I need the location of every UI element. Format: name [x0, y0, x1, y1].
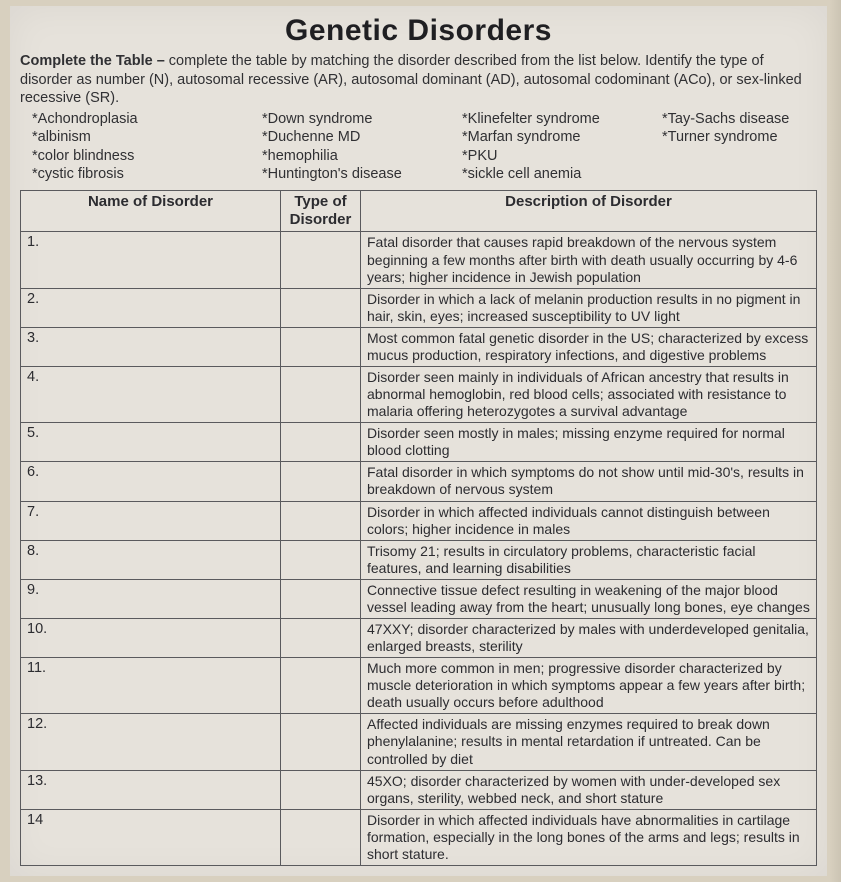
- description-cell: Fatal disorder in which symptoms do not …: [361, 462, 817, 501]
- description-cell: Much more common in men; progressive dis…: [361, 658, 817, 714]
- table-row: 3. Most common fatal genetic disorder in …: [21, 327, 817, 366]
- worksheet-sheet: { "title": "Genetic Disorders", "instruc…: [10, 6, 827, 876]
- type-cell[interactable]: [281, 327, 361, 366]
- word-bank-item: *color blindness: [32, 147, 254, 166]
- word-bank-col: *Tay-Sachs disease *Turner syndrome: [662, 110, 817, 184]
- description-cell: Affected individuals are missing enzymes…: [361, 714, 817, 770]
- type-cell[interactable]: [281, 423, 361, 462]
- description-cell: Connective tissue defect resulting in we…: [361, 579, 817, 618]
- word-bank-item: *Tay-Sachs disease: [662, 110, 809, 129]
- type-cell[interactable]: [281, 770, 361, 809]
- type-cell[interactable]: [281, 501, 361, 540]
- row-number: 2.: [21, 288, 281, 327]
- description-cell: 47XXY; disorder characterized by males w…: [361, 618, 817, 657]
- col-header-name: Name of Disorder: [21, 190, 281, 232]
- description-cell: Disorder in which a lack of melanin prod…: [361, 288, 817, 327]
- word-bank-item: *Huntington's disease: [262, 165, 454, 184]
- row-number: 7.: [21, 501, 281, 540]
- row-number: 11.: [21, 658, 281, 714]
- row-number: 4.: [21, 366, 281, 422]
- word-bank-item: *Achondroplasia: [32, 110, 254, 129]
- table-row: 10. 47XXY; disorder characterized by male…: [21, 618, 817, 657]
- table-row: 12. Affected individuals are missing enzy…: [21, 714, 817, 770]
- type-cell[interactable]: [281, 462, 361, 501]
- word-bank-item: *cystic fibrosis: [32, 165, 254, 184]
- table-row: 2. Disorder in which a lack of melanin pr…: [21, 288, 817, 327]
- row-number: 14: [21, 809, 281, 865]
- row-number: 8.: [21, 540, 281, 579]
- type-cell[interactable]: [281, 540, 361, 579]
- type-cell[interactable]: [281, 809, 361, 865]
- table-row: 14 Disorder in which affected individuals…: [21, 809, 817, 865]
- table-row: 5. Disorder seen mostly in males; missing…: [21, 423, 817, 462]
- description-cell: Most common fatal genetic disorder in th…: [361, 327, 817, 366]
- word-bank-item: *Turner syndrome: [662, 128, 809, 147]
- type-cell[interactable]: [281, 658, 361, 714]
- description-cell: Disorder in which affected individuals c…: [361, 501, 817, 540]
- word-bank-item: *albinism: [32, 128, 254, 147]
- word-bank-col: *Down syndrome *Duchenne MD *hemophilia …: [262, 110, 462, 184]
- type-cell[interactable]: [281, 232, 361, 288]
- disorders-table: Name of Disorder Type of Disorder Descri…: [20, 190, 817, 866]
- row-number: 6.: [21, 462, 281, 501]
- page-title: Genetic Disorders: [20, 14, 817, 48]
- type-cell[interactable]: [281, 579, 361, 618]
- type-cell[interactable]: [281, 714, 361, 770]
- row-number: 13.: [21, 770, 281, 809]
- word-bank-item: *Marfan syndrome: [462, 128, 654, 147]
- row-number: 3.: [21, 327, 281, 366]
- word-bank-item: *Duchenne MD: [262, 128, 454, 147]
- word-bank-item: *hemophilia: [262, 147, 454, 166]
- row-number: 1.: [21, 232, 281, 288]
- type-cell[interactable]: [281, 618, 361, 657]
- word-bank-item: *sickle cell anemia: [462, 165, 654, 184]
- description-cell: Fatal disorder that causes rapid breakdo…: [361, 232, 817, 288]
- word-bank-col: *Achondroplasia *albinism *color blindne…: [32, 110, 262, 184]
- type-cell[interactable]: [281, 366, 361, 422]
- row-number: 9.: [21, 579, 281, 618]
- type-cell[interactable]: [281, 288, 361, 327]
- table-row: 1. Fatal disorder that causes rapid break…: [21, 232, 817, 288]
- row-number: 10.: [21, 618, 281, 657]
- table-row: 7. Disorder in which affected individuals…: [21, 501, 817, 540]
- description-cell: 45XO; disorder characterized by women wi…: [361, 770, 817, 809]
- row-number: 12.: [21, 714, 281, 770]
- instructions-text: Complete the Table – complete the table …: [20, 52, 817, 108]
- col-header-type: Type of Disorder: [281, 190, 361, 232]
- table-row: 11. Much more common in men; progressive …: [21, 658, 817, 714]
- table-row: 13. 45XO; disorder characterized by women…: [21, 770, 817, 809]
- description-cell: Trisomy 21; results in circulatory probl…: [361, 540, 817, 579]
- word-bank-item: *Klinefelter syndrome: [462, 110, 654, 129]
- description-cell: Disorder seen mostly in males; missing e…: [361, 423, 817, 462]
- col-header-desc: Description of Disorder: [361, 190, 817, 232]
- table-row: 9. Connective tissue defect resulting in …: [21, 579, 817, 618]
- table-row: 6. Fatal disorder in which symptoms do no…: [21, 462, 817, 501]
- description-cell: Disorder in which affected individuals h…: [361, 809, 817, 865]
- table-row: 8. Trisomy 21; results in circulatory pro…: [21, 540, 817, 579]
- row-number: 5.: [21, 423, 281, 462]
- disorder-word-bank: *Achondroplasia *albinism *color blindne…: [32, 110, 817, 184]
- word-bank-item: *Down syndrome: [262, 110, 454, 129]
- table-row: 4. Disorder seen mainly in individuals of…: [21, 366, 817, 422]
- instructions-lead: Complete the Table –: [20, 53, 165, 69]
- word-bank-item: *PKU: [462, 147, 654, 166]
- table-header-row: Name of Disorder Type of Disorder Descri…: [21, 190, 817, 232]
- description-cell: Disorder seen mainly in individuals of A…: [361, 366, 817, 422]
- word-bank-col: *Klinefelter syndrome *Marfan syndrome *…: [462, 110, 662, 184]
- page-shadow: [829, 0, 841, 882]
